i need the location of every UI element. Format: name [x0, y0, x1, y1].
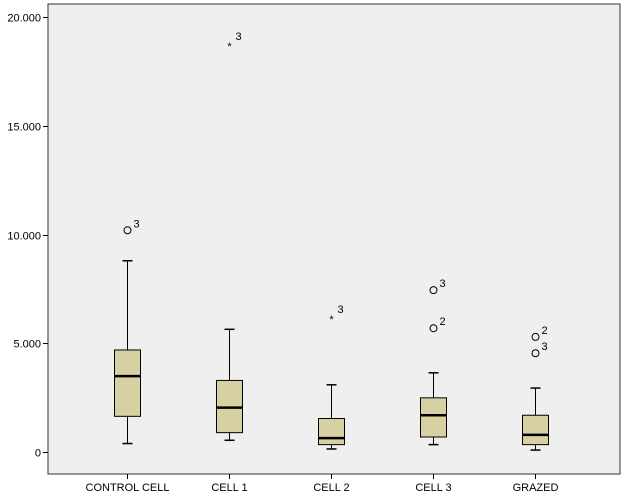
box: [114, 349, 141, 417]
x-tick-label: CONTROL CELL: [86, 482, 170, 494]
outlier-label: 3: [542, 341, 548, 353]
y-tick-label: 5.000: [13, 339, 41, 351]
outlier-label: 3: [338, 304, 344, 316]
plot-area: [47, 3, 621, 475]
outlier-label: 3: [236, 31, 242, 43]
outlier-star: *: [329, 314, 334, 326]
box: [522, 414, 549, 446]
outlier-label: 2: [542, 325, 548, 337]
y-tick-label: 0: [35, 448, 41, 460]
outlier-circle: [123, 226, 132, 235]
outlier-label: 2: [440, 316, 446, 328]
y-tick-label: 10.000: [7, 231, 41, 243]
outlier-circle: [531, 332, 540, 341]
x-tick-label: GRAZED: [513, 482, 559, 494]
outlier-circle: [429, 324, 438, 333]
x-tick-label: CELL 3: [415, 482, 451, 494]
outlier-label: 3: [440, 278, 446, 290]
x-tick-label: CELL 1: [211, 482, 247, 494]
outlier-label: 3: [134, 218, 140, 230]
box: [318, 418, 345, 446]
x-tick-label: CELL 2: [313, 482, 349, 494]
outlier-star: *: [227, 41, 232, 53]
outlier-circle: [531, 349, 540, 358]
outlier-circle: [429, 286, 438, 295]
y-tick-label: 15.000: [7, 122, 41, 134]
y-tick-label: 20.000: [7, 13, 41, 25]
box: [420, 397, 447, 438]
